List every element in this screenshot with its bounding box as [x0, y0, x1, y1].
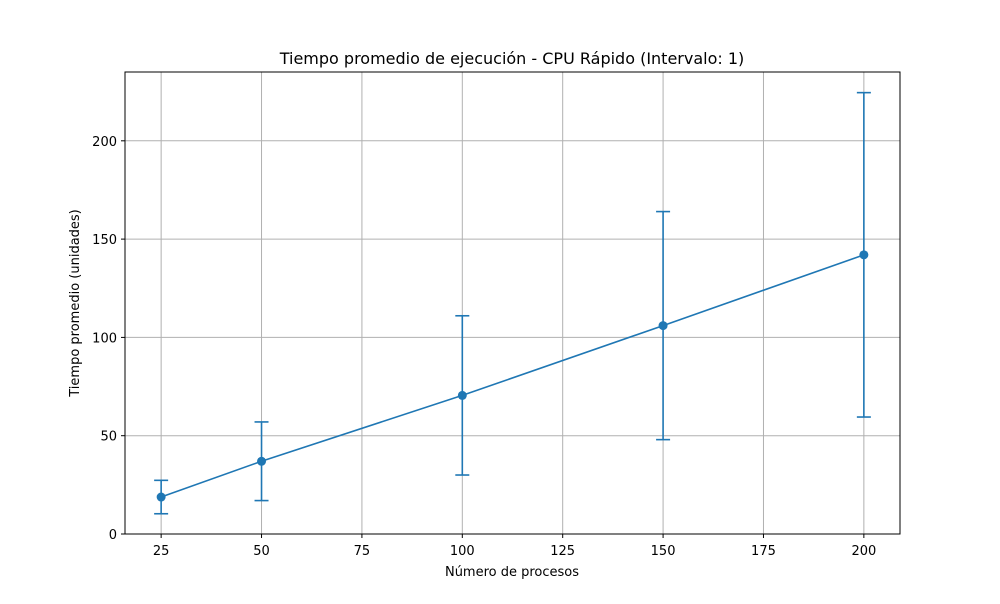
grid-layer [125, 72, 900, 535]
ticks-layer: 25 50 75 100 125 150 175 200 0 50 100 150 200 [92, 135, 876, 559]
y-axis-label: Tiempo promedio (unidades) [68, 209, 83, 398]
data-point [257, 456, 267, 466]
x-tick-label: 150 [651, 544, 676, 559]
series-layer [154, 91, 871, 515]
series-line [160, 254, 865, 498]
data-point [658, 321, 668, 331]
chart-title: Tiempo promedio de ejecución - CPU Rápid… [279, 49, 745, 68]
data-point [859, 250, 869, 260]
plot-frame [124, 71, 901, 535]
y-tick-label: 50 [100, 430, 117, 445]
x-tick-label: 175 [751, 544, 776, 559]
x-tick-label: 75 [354, 544, 371, 559]
x-axis-label: Número de procesos [445, 565, 579, 580]
x-tick-label: 100 [450, 544, 475, 559]
data-point [457, 390, 467, 400]
y-tick-label: 150 [92, 233, 117, 248]
y-tick-label: 200 [92, 135, 117, 150]
x-tick-label: 50 [253, 544, 270, 559]
y-tick-label: 0 [109, 528, 117, 543]
x-tick-label: 200 [851, 544, 876, 559]
x-tick-label: 25 [153, 544, 170, 559]
x-tick-label: 125 [550, 544, 575, 559]
y-tick-label: 100 [92, 331, 117, 346]
data-point [156, 492, 166, 502]
